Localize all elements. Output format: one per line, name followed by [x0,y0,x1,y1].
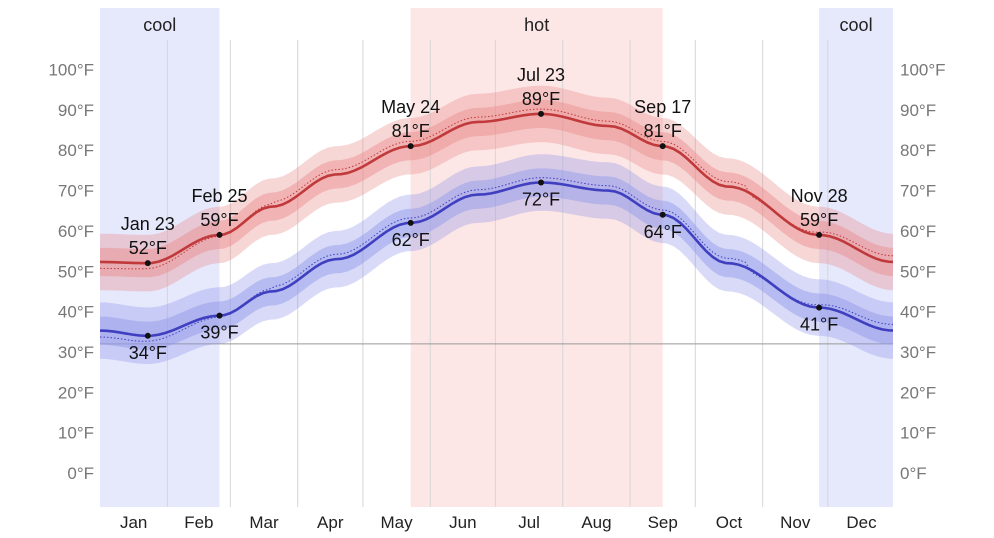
low-observed-line [99,177,894,342]
month-label-sep: Sep [648,513,678,532]
y-tick-right: 70°F [900,182,936,201]
annotation-point [816,304,823,311]
month-label-jan: Jan [120,513,147,532]
y-tick-left: 20°F [58,383,94,402]
annotation-date: Feb 25 [191,186,247,206]
series-lines [99,108,894,342]
season-band-cool [819,8,893,507]
annotation-value: 81°F [644,121,682,141]
y-tick-left: 60°F [58,222,94,241]
y-tick-left: 100°F [48,61,94,80]
annotation-date: Nov 28 [791,186,848,206]
y-tick-left: 10°F [58,424,94,443]
annotation-point [407,219,414,226]
month-label-dec: Dec [846,513,877,532]
annotation-date: May 24 [381,97,440,117]
annotation-value: 89°F [522,89,560,109]
high-line [99,112,894,265]
month-label-jun: Jun [449,513,476,532]
annotation-point [144,332,151,339]
month-label-nov: Nov [780,513,811,532]
x-axis: Jan Feb Mar Apr May Jun Jul Aug Sep Oct Nov Dec [120,513,877,532]
y-tick-left: 40°F [58,303,94,322]
annotation-date: Jan 23 [121,214,175,234]
month-label-jul: Jul [518,513,540,532]
annotation-point [659,211,666,218]
annotation-date: Sep 17 [634,97,691,117]
y-tick-right: 50°F [900,262,936,281]
y-tick-left: 80°F [58,141,94,160]
y-tick-left: 30°F [58,343,94,362]
annotation-value: 72°F [522,189,560,209]
annotation-point [538,179,545,186]
y-tick-right: 100°F [900,61,946,80]
annotation-value: 64°F [644,222,682,242]
season-label-cool: cool [143,15,176,35]
y-tick-right: 30°F [900,343,936,362]
season-band-hot [410,8,663,507]
annotation-point [538,110,545,117]
annotation-value: 81°F [392,121,430,141]
month-label-feb: Feb [184,513,213,532]
annotation-value: 59°F [800,210,838,230]
annotation-value: 34°F [129,343,167,363]
y-tick-left: 90°F [58,101,94,120]
annotation-point [216,231,223,238]
season-band-cool [100,8,220,507]
month-label-mar: Mar [249,513,279,532]
y-tick-right: 40°F [900,303,936,322]
low-outer-band [100,154,893,365]
season-label-hot: hot [524,15,549,35]
y-tick-left: 70°F [58,182,94,201]
month-label-aug: Aug [581,513,611,532]
y-tick-right: 80°F [900,141,936,160]
low-line [99,181,894,338]
annotation-point [407,143,414,150]
month-label-apr: Apr [317,513,344,532]
annotations: 52°F Jan 23 59°F Feb 25 81°F May 24 89°F Jul 23… [121,65,848,363]
y-tick-right: 0°F [900,464,927,483]
annotation-value: 62°F [392,230,430,250]
y-tick-left: 50°F [58,262,94,281]
annotation-value: 41°F [800,315,838,335]
annotation-value: 39°F [200,323,238,343]
annotation-value: 52°F [129,238,167,258]
month-label-oct: Oct [716,513,743,532]
annotation-point [144,260,151,267]
y-tick-left: 0°F [67,464,94,483]
annotation-point [659,143,666,150]
annotation-date: Jul 23 [517,65,565,85]
y-tick-right: 20°F [900,383,936,402]
annotation-point [216,312,223,319]
annotation-point [816,231,823,238]
y-axis: 0°F 0°F 10°F 10°F 20°F 20°F 30°F 30°F 40°F 40°F 50… [48,61,945,484]
month-label-may: May [380,513,413,532]
y-tick-right: 90°F [900,101,936,120]
season-label-cool: cool [840,15,873,35]
season-bands: cool hot cool [100,8,893,507]
y-tick-right: 60°F [900,222,936,241]
y-tick-right: 10°F [900,424,936,443]
annotation-value: 59°F [200,210,238,230]
